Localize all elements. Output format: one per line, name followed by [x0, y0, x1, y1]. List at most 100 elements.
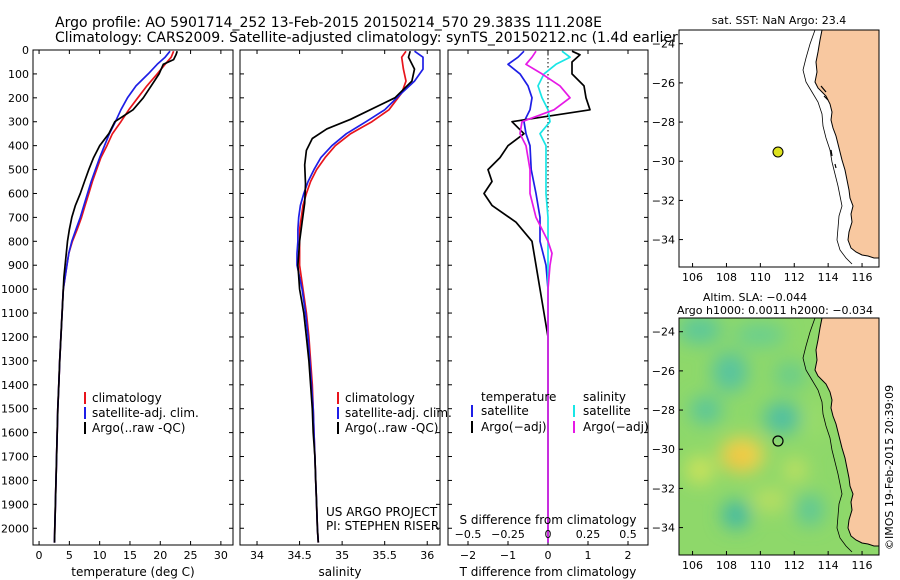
map-lon-tick-label: 110 — [750, 271, 771, 284]
sla-map-frame — [678, 317, 880, 556]
sla-map-land — [814, 318, 879, 547]
depth-tick-label: 600 — [8, 187, 29, 200]
map-lat-tick-label: −32 — [652, 482, 675, 495]
legend-title-salinity: salinity — [583, 390, 626, 404]
sst-map-islands — [820, 85, 837, 169]
map-lon-tick-label: 110 — [750, 559, 771, 572]
map-lon-tick-label: 114 — [818, 559, 839, 572]
temperature-profiles — [53, 50, 179, 543]
depth-tick-label: 800 — [8, 235, 29, 248]
sla-map-title-line2: Argo h1000: 0.0011 h2000: −0.034 — [677, 304, 873, 317]
difference-xtick-label: 2 — [625, 549, 632, 562]
depth-tick-label: 1200 — [1, 331, 29, 344]
legend-label-argo: Argo(..raw -QC) — [92, 421, 185, 435]
depth-tick-label: 1800 — [1, 474, 29, 487]
depth-tick-label: 400 — [8, 140, 29, 153]
temperature-xlabel: temperature (deg C) — [71, 565, 194, 579]
map-lat-tick-label: −30 — [652, 155, 675, 168]
temperature-xtick-label: 25 — [184, 549, 198, 562]
map-lon-tick-label: 116 — [852, 559, 873, 572]
depth-tick-label: 1400 — [1, 379, 29, 392]
sla-map-anomaly-field — [679, 318, 825, 529]
legend-label-t-satellite: satellite — [481, 404, 529, 418]
salinity-diff-tick-label: −0.25 — [491, 528, 525, 541]
difference-legend: temperature salinity satellite Argo(−adj… — [471, 390, 649, 434]
credit-project: US ARGO PROJECT — [326, 505, 438, 519]
depth-tick-label: 1600 — [1, 427, 29, 440]
legend-label-satellite: satellite-adj. clim. — [92, 406, 199, 420]
legend-label-climatology: climatology — [345, 391, 415, 405]
temperature-xtick-label: 30 — [214, 549, 228, 562]
depth-tick-label: 900 — [8, 259, 29, 272]
sst-map-float-marker — [772, 146, 784, 158]
depth-tick-label: 500 — [8, 164, 29, 177]
salinity-axis-ticks: 34 34.5 35 35.5 36 — [240, 49, 440, 562]
salinity-xtick-label: 34 — [250, 549, 264, 562]
difference-xtick-label: −2 — [460, 549, 476, 562]
map-lon-tick-label: 112 — [784, 271, 805, 284]
depth-tick-label: 2000 — [1, 522, 29, 535]
difference-xtick-label: −1 — [500, 549, 516, 562]
salinity-axes-frame — [239, 49, 441, 546]
map-lat-tick-label: −34 — [652, 522, 675, 535]
salinity-diff-tick-label: 0.5 — [619, 528, 637, 541]
map-lat-tick-label: −34 — [652, 234, 675, 247]
depth-tick-label: 1500 — [1, 403, 29, 416]
credit-pi: PI: STEPHEN RISER — [326, 519, 439, 533]
temperature-xtick-label: 5 — [66, 549, 73, 562]
map-lat-tick-label: −26 — [652, 77, 675, 90]
depth-tick-label: 1100 — [1, 307, 29, 320]
legend-label-t-argo: Argo(−adj) — [481, 420, 547, 434]
sst-map-panel: sat. SST: NaN Argo: 23.4 106 108 110 112 114… — [652, 14, 880, 284]
salinity-legend: climatology satellite-adj. clim. Argo(..… — [337, 391, 452, 435]
footer-timestamp: ©IMOS 19-Feb-2015 20:39:09 — [883, 385, 896, 550]
map-lat-tick-label: −32 — [652, 194, 675, 207]
header-title-line2: Climatology: CARS2009. Satellite-adjuste… — [55, 30, 683, 46]
difference-profiles — [483, 50, 591, 543]
temperature-xtick-label: 0 — [36, 549, 43, 562]
legend-title-temperature: temperature — [481, 390, 556, 404]
temperature-xtick-label: 20 — [153, 549, 167, 562]
map-lon-tick-label: 116 — [852, 271, 873, 284]
salinity-diff-tick-label: 0 — [545, 528, 552, 541]
map-lon-tick-label: 112 — [784, 559, 805, 572]
depth-tick-label: 200 — [8, 92, 29, 105]
legend-label-satellite: satellite-adj. clim. — [345, 406, 452, 420]
legend-label-argo: Argo(..raw -QC) — [345, 421, 438, 435]
legend-label-s-argo: Argo(−adj) — [583, 420, 649, 434]
salinity-xtick-label: 35 — [335, 549, 349, 562]
sst-map-axis-ticks: 106 108 110 112 114 116 −24 −26 −28 −30 −32 −34 — [652, 38, 873, 284]
temperature-axes-frame — [32, 49, 234, 546]
series-line-argo-raw-qc- — [297, 50, 416, 543]
map-lon-tick-label: 106 — [682, 271, 703, 284]
difference-axes-frame — [447, 49, 649, 546]
difference-xtick-label: 0 — [545, 549, 552, 562]
depth-tick-label: 0 — [22, 44, 29, 57]
series-line-s-satellite — [537, 50, 571, 543]
depth-tick-label: 1700 — [1, 451, 29, 464]
salinity-xtick-label: 35.5 — [372, 549, 397, 562]
difference-axis-ticks: −2 −1 0 1 2 — [448, 49, 648, 562]
map-lat-tick-label: −30 — [652, 443, 675, 456]
map-lat-tick-label: −28 — [652, 116, 675, 129]
sla-map-float-marker — [772, 435, 784, 447]
temperature-xtick-label: 10 — [93, 549, 107, 562]
depth-tick-label: 1300 — [1, 355, 29, 368]
temperature-panel: 0100200300400500600700800900100011001200… — [1, 44, 234, 579]
map-lat-tick-label: −26 — [652, 365, 675, 378]
salinity-diff-tick-label: 0.25 — [576, 528, 601, 541]
legend-label-s-satellite: satellite — [583, 404, 631, 418]
sla-map-panel: Altim. SLA: −0.044 Argo h1000: 0.0011 h2… — [652, 291, 880, 572]
map-lat-tick-label: −24 — [652, 38, 675, 51]
map-lon-tick-label: 108 — [716, 271, 737, 284]
sst-map-title: sat. SST: NaN Argo: 23.4 — [712, 14, 846, 27]
depth-tick-label: 100 — [8, 68, 29, 81]
sla-map-axis-ticks: 106 108 110 112 114 116 −24 −26 −28 −30 −32 −34 — [652, 326, 873, 572]
series-line-s-argo — [519, 50, 571, 543]
difference-xlabel: T difference from climatology — [459, 565, 637, 579]
depth-tick-label: 1900 — [1, 498, 29, 511]
temperature-legend: climatology satellite-adj. clim. Argo(..… — [84, 391, 199, 435]
sst-map-frame — [678, 29, 880, 268]
difference-panel: −2 −1 0 1 2 S difference from climatology −0… — [447, 49, 649, 579]
